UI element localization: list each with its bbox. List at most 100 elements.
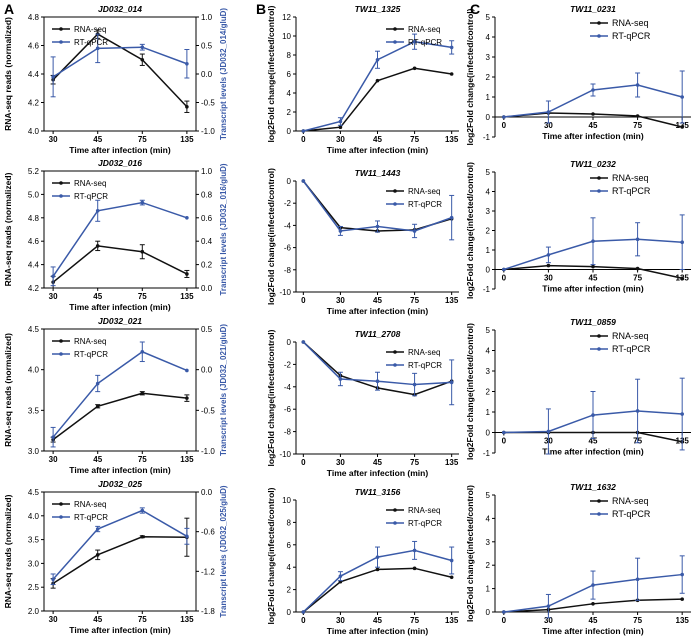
- x-tick-label: 135: [180, 292, 194, 301]
- y-tick-label: 5: [486, 326, 491, 335]
- data-point: [140, 200, 145, 205]
- chart-title: TW11_3156: [355, 487, 401, 497]
- y2-tick-label: 0.2: [201, 261, 213, 270]
- x-tick-label: 75: [633, 121, 642, 130]
- y-tick-label: 4.6: [28, 237, 40, 246]
- data-point: [680, 412, 684, 416]
- y-tick-label: 8: [287, 518, 292, 527]
- panel-letter-A: A: [4, 1, 14, 17]
- data-point: [546, 263, 551, 268]
- x-tick-label: 0: [502, 437, 507, 446]
- legend-marker: [597, 512, 601, 516]
- data-point: [301, 129, 306, 133]
- y-tick-label: 12: [282, 13, 291, 22]
- y-tick-label: 4.5: [28, 325, 40, 334]
- x-tick-label: 45: [373, 135, 382, 144]
- data-point: [95, 527, 100, 531]
- x-tick-label: 135: [445, 296, 459, 305]
- legend-label: RT-qPCR: [612, 186, 651, 196]
- y-tick-label: 3: [486, 207, 491, 216]
- data-point: [412, 566, 417, 571]
- y-axis-label: log2Fold change(infected/control): [266, 487, 276, 624]
- y2-tick-label: 1.0: [201, 167, 213, 176]
- data-point: [635, 266, 640, 271]
- y2-tick-label: 0.5: [201, 325, 213, 334]
- y-tick-label: 0: [287, 177, 292, 186]
- y2-tick-label: 0.6: [201, 214, 213, 223]
- legend-label: RT-qPCR: [74, 192, 108, 201]
- legend-label: RT-qPCR: [74, 513, 108, 522]
- y-tick-label: 4.8: [28, 214, 40, 223]
- chart-b4: 0 2 4 6 8 10 0 30 45 75 135 TW11_3156 Time after inf…: [266, 487, 459, 636]
- chart-a4: 2.0 2.5 3.0 3.5 4.0 4.5 -1.8 -1.2 -0.6 0.0 30 45 75 1…: [3, 479, 228, 635]
- data-point: [502, 115, 506, 119]
- y-tick-label: 4: [486, 188, 491, 197]
- x-tick-label: 0: [301, 296, 306, 305]
- legend-label: RNA-seq: [74, 500, 106, 509]
- data-point: [591, 264, 595, 269]
- legend-marker: [597, 21, 601, 25]
- data-point: [185, 61, 189, 66]
- x-axis-label: Time after infection (min): [327, 145, 429, 155]
- data-point: [375, 224, 380, 229]
- y-tick-label: 3.5: [28, 406, 40, 415]
- x-axis-label: Time after infection (min): [542, 626, 644, 636]
- data-point: [375, 567, 380, 572]
- data-point: [635, 577, 640, 582]
- x-axis-label: Time after infection (min): [327, 626, 429, 636]
- legend-marker: [393, 521, 397, 525]
- y-tick-label: 4.4: [28, 70, 40, 79]
- data-point: [140, 349, 145, 354]
- x-tick-label: 75: [138, 455, 147, 464]
- legend-marker: [597, 499, 601, 503]
- series-line-rt-qpcr: [52, 509, 188, 580]
- x-tick-label: 0: [502, 616, 507, 625]
- legend-label: RNA-seq: [408, 187, 440, 196]
- data-point: [546, 110, 551, 114]
- data-point: [502, 430, 506, 435]
- x-tick-label: 75: [138, 135, 147, 144]
- legend-marker: [59, 40, 63, 44]
- legend-label: RT-qPCR: [408, 361, 442, 370]
- x-tick-label: 45: [93, 135, 102, 144]
- y-tick-label: 5.0: [28, 190, 40, 199]
- x-axis-label: Time after infection (min): [69, 625, 171, 635]
- data-point: [140, 249, 145, 254]
- x-tick-label: 45: [93, 292, 102, 301]
- x-tick-label: 75: [410, 135, 419, 144]
- legend-marker: [393, 508, 397, 512]
- plot-frame: [43, 491, 197, 612]
- data-point: [412, 229, 417, 233]
- legend-label: RT-qPCR: [612, 31, 651, 41]
- y-tick-label: -4: [284, 221, 292, 230]
- x-tick-label: 30: [336, 296, 345, 305]
- y-tick-label: 3.0: [28, 447, 40, 456]
- y2-tick-label: 0.0: [201, 70, 213, 79]
- data-point: [185, 368, 189, 373]
- legend-marker: [393, 363, 397, 367]
- data-point: [185, 104, 189, 109]
- y-tick-label: 6: [287, 541, 292, 550]
- data-point: [185, 272, 189, 276]
- data-point: [546, 429, 551, 434]
- y2-tick-label: -1.2: [201, 567, 215, 576]
- y2-tick-label: 0.0: [201, 284, 213, 293]
- y2-tick-label: 0.5: [201, 42, 213, 51]
- y-tick-label: -10: [279, 288, 291, 297]
- y-tick-label: 2: [486, 227, 491, 236]
- legend-label: RT-qPCR: [408, 519, 442, 528]
- legend-marker: [393, 350, 397, 354]
- x-tick-label: 45: [93, 455, 102, 464]
- y-tick-label: 8: [287, 51, 292, 60]
- series-line-rna-seq: [52, 33, 188, 108]
- data-point: [591, 112, 595, 116]
- plot-frame: [43, 170, 197, 289]
- y-tick-label: 0: [486, 608, 491, 617]
- y-tick-label: 1: [486, 246, 491, 255]
- y-tick-label: -2: [284, 199, 292, 208]
- data-point: [591, 413, 595, 417]
- x-tick-label: 30: [544, 121, 553, 130]
- y-tick-label: 4.5: [28, 488, 40, 497]
- legend-marker: [597, 347, 601, 351]
